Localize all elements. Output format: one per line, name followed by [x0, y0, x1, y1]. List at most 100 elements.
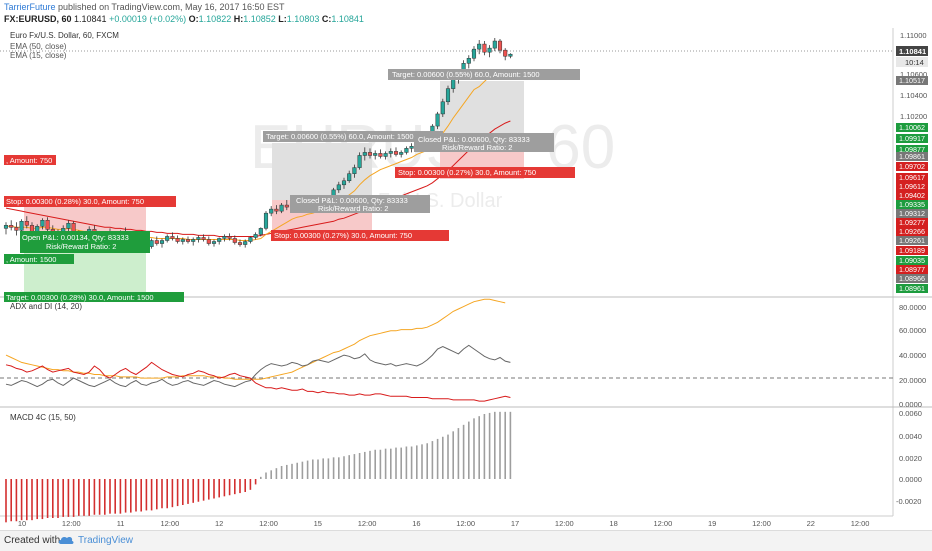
low-value: 1.10803 — [286, 14, 320, 24]
pos1-target-bottom: Target: 0.00300 (0.28%) 30.0, Amount: 15… — [6, 293, 154, 302]
pos1-target-bottom-tag[interactable] — [4, 292, 184, 302]
price-tag — [896, 284, 928, 293]
legend-ema50[interactable]: EMA (50, close) — [10, 42, 67, 51]
price-tag — [896, 182, 928, 191]
time-label: 11 — [117, 519, 125, 528]
pos1-amount-tag[interactable] — [4, 155, 56, 165]
candle-body — [154, 240, 159, 244]
time-axis: 10 12:00 11 12:00 12 12:00 15 12:00 16 12:00 17 12:… — [18, 519, 870, 528]
candle-body — [165, 236, 170, 241]
pos1-stop-tag[interactable] — [4, 196, 176, 207]
legend-ema15[interactable]: EMA (15, close) — [10, 51, 67, 60]
candle-body — [362, 152, 367, 156]
pos1-open-tag[interactable] — [20, 231, 150, 253]
pos3-stop-label: Stop: 0.00300 (0.27%) 30.0, Amount: 750 — [398, 168, 536, 177]
candle-body — [175, 238, 180, 242]
candle-body — [352, 167, 357, 174]
price-tag — [896, 256, 928, 265]
candle-body — [383, 153, 388, 157]
price-tag-value: 1.10062 — [899, 123, 925, 132]
time-label: 12 — [215, 519, 223, 528]
candle-body — [258, 228, 263, 235]
candle-body — [227, 236, 232, 239]
pos1-target-label: , Amount: 1500 — [6, 255, 56, 264]
tradingview-brand[interactable]: TradingView — [78, 535, 134, 546]
pos2-closed-tag[interactable] — [290, 195, 430, 213]
symbol-line: FX:EURUSD, 60 1.10841 +0.00019 (+0.02%) … — [4, 14, 364, 24]
price-change: +0.00019 (+0.02%) — [109, 14, 187, 24]
current-price-tag — [896, 46, 928, 56]
publish-line: TarrierFuture published on TradingView.c… — [4, 2, 285, 12]
created-with-text: Created with — [4, 535, 61, 546]
candle-body — [232, 238, 237, 243]
candle-body — [341, 180, 347, 186]
candle-body — [367, 152, 373, 156]
macd-title[interactable]: MACD 4C (15, 50) — [10, 413, 76, 422]
candle-body — [66, 223, 71, 229]
adx-tick: 60.0000 — [899, 326, 926, 335]
price-tag — [896, 145, 928, 154]
candle-body — [201, 237, 206, 240]
macd-tick: 0.0000 — [899, 475, 922, 484]
pos2-stop-tag[interactable] — [271, 230, 449, 241]
price-tag — [896, 236, 928, 245]
candle-body — [237, 242, 243, 245]
price-tag — [896, 123, 928, 132]
candle-body — [482, 43, 487, 53]
candle-body — [185, 239, 191, 242]
price-tag-value: 1.09277 — [899, 218, 925, 227]
time-label: 12:00 — [358, 519, 377, 528]
pos1-amount-label: , Amount: 750 — [6, 156, 52, 165]
chart-header: TarrierFuture published on TradingView.c… — [0, 0, 932, 28]
pos2-target-tag[interactable] — [263, 131, 443, 142]
last-price: 1.10841 — [74, 14, 107, 24]
candle-body — [404, 148, 409, 153]
pos3-target-tag[interactable] — [388, 69, 580, 80]
time-label: 16 — [412, 519, 420, 528]
price-tag — [896, 227, 928, 236]
time-label: 17 — [511, 519, 519, 528]
candle-body — [357, 155, 362, 168]
ema50-layer — [5, 120, 511, 237]
di-plus-line — [5, 344, 511, 388]
candle-body — [253, 234, 258, 238]
candle-body — [274, 208, 279, 212]
author-link[interactable]: TarrierFuture — [4, 2, 56, 12]
price-tag — [896, 76, 928, 85]
open-label: O: — [188, 14, 199, 24]
candle-body — [477, 43, 482, 50]
price-tag-value: 1.09702 — [899, 162, 925, 171]
pos2-target-label: Target: 0.00600 (0.55%) 60.0, Amount: 15… — [266, 132, 414, 141]
price-tag-value: 1.09917 — [899, 134, 925, 143]
adx-line — [5, 298, 506, 380]
candle-body — [180, 239, 185, 242]
pos3-rr-label: Risk/Reward Ratio: 2 — [442, 143, 512, 152]
pos1-target-tag[interactable] — [4, 254, 74, 264]
candle-body — [149, 240, 154, 247]
legend-title: Euro Fx/U.S. Dollar, 60, FXCM — [10, 31, 119, 40]
price-tick: 1.10400 — [900, 91, 927, 100]
pos3-closed-label: Closed P&L: 0.00600, Qty: 83333 — [418, 135, 530, 144]
pos3-target-zone[interactable] — [440, 81, 524, 141]
candle-body — [508, 53, 513, 57]
candle-body — [336, 184, 341, 191]
current-price-value: 1.10841 — [899, 47, 926, 56]
adx-tick: 80.0000 — [899, 303, 926, 312]
adx-title[interactable]: ADX and DI (14, 20) — [10, 302, 82, 311]
time-label: 12:00 — [259, 519, 278, 528]
candle-body — [40, 220, 45, 227]
chart-canvas[interactable]: EURUSD, 60 Euro Fx/U.S. Dollar Euro Fx/U… — [0, 28, 932, 530]
adx-tick: 20.0000 — [899, 376, 926, 385]
candle-body — [222, 236, 227, 239]
pos3-stop-tag[interactable] — [395, 167, 575, 178]
pos3-closed-tag[interactable] — [414, 133, 554, 152]
price-tag — [896, 152, 928, 161]
price-tag — [896, 246, 928, 255]
candle-body — [269, 208, 274, 214]
time-label: 12:00 — [555, 519, 574, 528]
pos2-target-zone[interactable] — [272, 143, 372, 200]
candle-body — [503, 49, 508, 57]
candle-body — [347, 173, 352, 182]
adx-layer — [5, 298, 511, 402]
pos1-open-label: Open P&L: 0.00134, Qty: 83333 — [22, 233, 129, 242]
